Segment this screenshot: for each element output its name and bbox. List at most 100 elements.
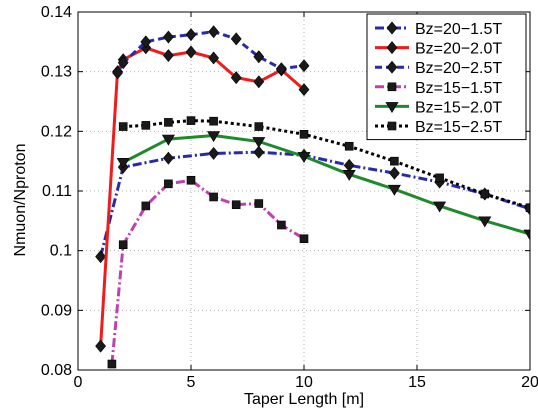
data-point	[252, 137, 266, 149]
x-tick-label: 20	[521, 374, 538, 391]
data-point	[185, 28, 197, 42]
data-point	[276, 62, 287, 76]
data-point	[344, 141, 354, 151]
series-line	[110, 178, 305, 365]
data-point	[208, 146, 219, 160]
data-point	[297, 152, 311, 163]
data-point	[186, 175, 196, 185]
legend-label: Bz=15−1.5T	[415, 80, 502, 97]
y-tick-label: 0.11	[42, 183, 72, 200]
legend-item: Bz=20−2.0T	[375, 41, 502, 58]
legend-marker	[386, 41, 398, 55]
data-point	[112, 66, 123, 80]
data-point	[185, 45, 197, 59]
data-point	[277, 220, 286, 230]
data-point	[298, 83, 310, 97]
legend-item: Bz=20−1.5T	[375, 21, 502, 38]
data-point	[480, 189, 490, 199]
data-point	[208, 51, 219, 65]
data-point	[209, 116, 218, 126]
x-tick-label: 5	[187, 374, 196, 391]
legend-item: Bz=15−1.5T	[375, 80, 502, 97]
data-point	[342, 169, 356, 181]
data-point	[478, 216, 492, 228]
y-tick-label: 0.14	[41, 4, 72, 21]
data-point	[231, 200, 241, 210]
x-axis-label: Taper Length [m]	[244, 391, 364, 408]
series-line	[116, 30, 305, 74]
series-line	[122, 134, 530, 236]
data-point	[95, 250, 106, 264]
legend-item: Bz=15−2.0T	[375, 99, 502, 116]
legend-label: Bz=20−2.5T	[415, 60, 502, 77]
x-tick-label: 0	[74, 374, 83, 391]
series-6	[118, 116, 530, 213]
data-point	[389, 166, 400, 180]
data-point	[299, 130, 309, 139]
data-point	[116, 158, 130, 169]
legend-marker	[385, 102, 399, 113]
y-tick-label: 0.12	[41, 123, 72, 140]
legend-marker	[386, 60, 398, 74]
data-point	[107, 359, 117, 369]
data-point	[390, 156, 399, 166]
data-point	[118, 122, 128, 131]
data-point	[208, 25, 219, 39]
data-point	[163, 49, 174, 63]
series-3	[112, 25, 310, 80]
legend-label: Bz=20−1.5T	[415, 21, 502, 38]
x-tick-label: 15	[408, 374, 426, 391]
series-5	[116, 131, 530, 241]
data-point	[253, 50, 265, 64]
data-point	[253, 75, 265, 89]
data-point	[118, 240, 128, 249]
legend-item: Bz=20−2.5T	[375, 60, 502, 77]
data-point	[387, 184, 401, 196]
data-point	[186, 116, 196, 125]
legend-marker	[387, 121, 397, 131]
data-point	[164, 179, 173, 189]
data-point	[141, 121, 151, 130]
data-point	[299, 234, 309, 244]
data-point	[140, 35, 152, 49]
legend-label: Bz=15−2.5T	[415, 119, 502, 136]
series-4	[107, 175, 309, 369]
legend-item: Bz=15−2.5T	[375, 119, 502, 136]
data-point	[161, 134, 175, 146]
legend-label: Bz=15−2.0T	[415, 99, 502, 116]
data-point	[207, 131, 221, 143]
x-tick-label: 10	[295, 374, 313, 391]
y-tick-label: 0.13	[41, 64, 72, 81]
y-tick-label: 0.1	[50, 243, 72, 260]
y-tick-label: 0.09	[41, 302, 72, 319]
legend-marker	[387, 82, 397, 92]
axis-ticks: 0 5 10 15 20 0.08 0.09 0.1 0.11 0.12 0.13 0.14	[41, 4, 538, 391]
data-point	[141, 201, 151, 211]
legend-label: Bz=20−2.0T	[415, 41, 502, 58]
data-point	[164, 118, 173, 127]
series-line	[123, 119, 530, 210]
data-point	[230, 71, 242, 85]
legend-marker	[386, 21, 398, 35]
data-point	[298, 59, 310, 73]
data-point	[254, 122, 264, 131]
y-tick-label: 0.08	[41, 362, 72, 379]
data-point	[163, 30, 174, 44]
data-point	[253, 145, 265, 159]
data-point	[523, 229, 530, 241]
data-point	[117, 56, 129, 70]
legend-box	[366, 13, 527, 141]
y-axis-label: Nmuon/Nproton	[12, 144, 29, 257]
data-point	[525, 203, 530, 213]
data-point	[254, 199, 264, 208]
data-point	[230, 32, 242, 46]
data-point	[433, 201, 447, 213]
data-point	[95, 339, 106, 353]
data-point	[209, 192, 218, 202]
data-point	[163, 151, 174, 165]
series-layer	[95, 25, 530, 369]
legend: Bz=20−1.5T Bz=20−2.0T Bz=20−2.5T Bz=15−1.5T…	[366, 13, 527, 141]
data-point	[435, 173, 444, 183]
